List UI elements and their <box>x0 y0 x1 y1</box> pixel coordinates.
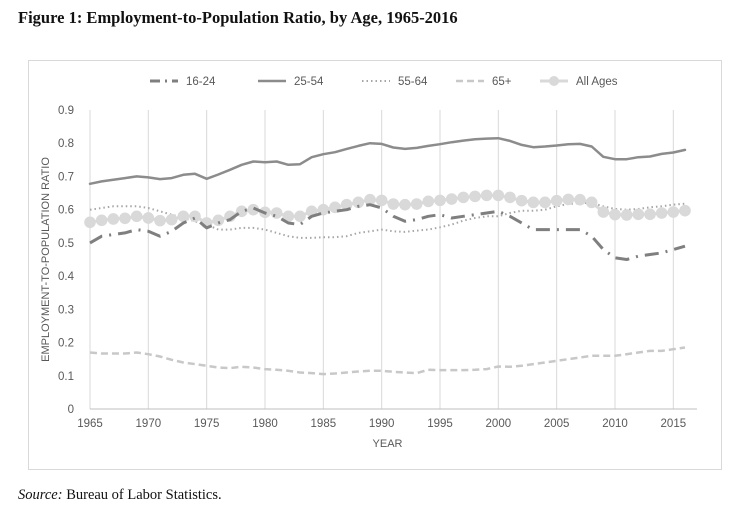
legend-label: 16-24 <box>186 76 216 88</box>
source-text: Bureau of Labor Statistics. <box>62 487 222 503</box>
data-point <box>130 210 143 223</box>
data-point <box>445 193 458 205</box>
source-note: Source: Bureau of Labor Statistics. <box>18 487 222 504</box>
data-point <box>247 203 260 216</box>
x-tick-label: 2010 <box>602 418 628 430</box>
y-tick-label: 0.4 <box>58 271 75 283</box>
y-tick-label: 0.8 <box>58 138 74 150</box>
legend-item: 16-24 <box>150 76 216 88</box>
chart-frame <box>28 60 722 470</box>
data-point <box>177 210 190 223</box>
legend-item: All Ages <box>540 76 618 88</box>
data-point <box>270 207 283 219</box>
data-point <box>422 195 435 208</box>
data-point <box>679 204 691 217</box>
data-point <box>387 198 400 210</box>
x-axis-title: YEAR <box>373 438 403 450</box>
y-tick-label: 0.1 <box>58 371 74 383</box>
x-tick-label: 2015 <box>661 418 687 430</box>
y-tick-label: 0.7 <box>58 171 74 183</box>
x-tick-label: 1995 <box>427 418 453 430</box>
y-tick-label: 0 <box>68 404 74 416</box>
data-point <box>667 206 680 218</box>
data-point <box>562 193 575 206</box>
data-point <box>107 213 120 225</box>
data-point <box>620 209 633 221</box>
legend-item: 55-64 <box>362 76 428 88</box>
data-point <box>585 196 598 209</box>
x-tick-label: 2005 <box>544 418 570 430</box>
data-point <box>457 191 470 204</box>
data-point <box>410 198 423 210</box>
legend-label: All Ages <box>576 76 618 88</box>
legend-label: 55-64 <box>398 76 428 88</box>
data-point <box>434 194 446 207</box>
series-25-54 <box>88 136 687 186</box>
series-55-64 <box>89 202 686 239</box>
data-point <box>550 194 563 207</box>
series-line <box>89 346 686 376</box>
data-point <box>632 208 645 221</box>
x-tick-label: 1990 <box>369 418 395 430</box>
data-point <box>480 189 493 202</box>
data-point <box>352 196 365 209</box>
data-point <box>212 214 225 227</box>
x-tick-label: 1965 <box>77 418 103 430</box>
data-point <box>189 210 201 223</box>
data-point <box>492 189 505 202</box>
data-point <box>504 191 516 204</box>
y-tick-label: 0.2 <box>58 338 74 350</box>
x-tick-label: 1975 <box>194 418 220 430</box>
data-point <box>154 214 166 227</box>
data-point <box>515 194 528 207</box>
data-point <box>609 208 621 221</box>
y-tick-label: 0.5 <box>58 238 74 250</box>
x-tick-label: 2000 <box>486 418 512 430</box>
data-point <box>165 213 178 226</box>
series-line <box>88 193 687 225</box>
series-line <box>89 202 686 239</box>
y-tick-label: 0.3 <box>58 304 74 316</box>
legend-item: 65+ <box>456 76 512 88</box>
data-point <box>399 198 411 211</box>
x-tick-label: 1970 <box>136 418 162 430</box>
data-point <box>95 214 108 227</box>
legend-label: 25-54 <box>294 76 324 88</box>
data-point <box>655 207 668 219</box>
data-point <box>527 196 540 209</box>
y-axis-title: EMPLOYMENT-TO-POPULATION RATIO <box>40 157 52 362</box>
series-65- <box>89 346 686 376</box>
legend-marker <box>549 76 559 86</box>
x-tick-label: 1980 <box>252 418 278 430</box>
source-label: Source: <box>18 487 63 503</box>
data-point <box>469 190 481 203</box>
data-point <box>119 212 131 225</box>
data-point <box>597 206 610 218</box>
x-tick-label: 1985 <box>311 418 337 430</box>
data-point <box>84 216 96 229</box>
y-tick-label: 0.9 <box>58 105 74 117</box>
data-point <box>282 210 295 223</box>
data-point <box>142 212 155 224</box>
figure-title: Figure 1: Employment-to-Population Ratio… <box>18 8 458 27</box>
series-line <box>88 136 687 186</box>
data-point <box>574 193 586 206</box>
data-point <box>644 208 656 221</box>
data-point <box>375 194 388 207</box>
data-point <box>294 210 306 223</box>
data-point <box>539 196 551 209</box>
y-tick-label: 0.6 <box>58 205 74 217</box>
data-point <box>364 193 376 206</box>
series-all-ages <box>84 189 691 229</box>
legend-item: 25-54 <box>258 76 324 88</box>
legend-label: 65+ <box>492 76 512 88</box>
